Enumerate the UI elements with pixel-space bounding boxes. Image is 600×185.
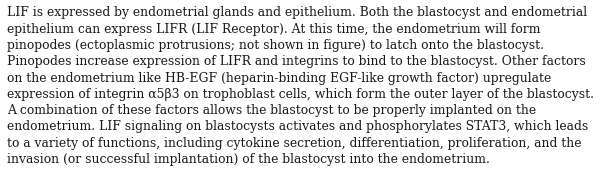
- Text: endometrium. LIF signaling on blastocysts activates and phosphorylates STAT3, wh: endometrium. LIF signaling on blastocyst…: [7, 120, 589, 133]
- Text: A combination of these factors allows the blastocyst to be properly implanted on: A combination of these factors allows th…: [7, 104, 536, 117]
- Text: pinopodes (ectoplasmic protrusions; not shown in figure) to latch onto the blast: pinopodes (ectoplasmic protrusions; not …: [7, 39, 544, 52]
- Text: epithelium can express LIFR (LIF Receptor). At this time, the endometrium will f: epithelium can express LIFR (LIF Recepto…: [7, 23, 541, 36]
- Text: to a variety of functions, including cytokine secretion, differentiation, prolif: to a variety of functions, including cyt…: [7, 137, 582, 150]
- Text: expression of integrin α5β3 on trophoblast cells, which form the outer layer of : expression of integrin α5β3 on trophobla…: [7, 88, 594, 101]
- Text: invasion (or successful implantation) of the blastocyst into the endometrium.: invasion (or successful implantation) of…: [7, 153, 490, 166]
- Text: Pinopodes increase expression of LIFR and integrins to bind to the blastocyst. O: Pinopodes increase expression of LIFR an…: [7, 55, 586, 68]
- Text: LIF is expressed by endometrial glands and epithelium. Both the blastocyst and e: LIF is expressed by endometrial glands a…: [7, 6, 587, 19]
- Text: on the endometrium like HB-EGF (heparin-binding EGF-like growth factor) upregula: on the endometrium like HB-EGF (heparin-…: [7, 72, 551, 85]
